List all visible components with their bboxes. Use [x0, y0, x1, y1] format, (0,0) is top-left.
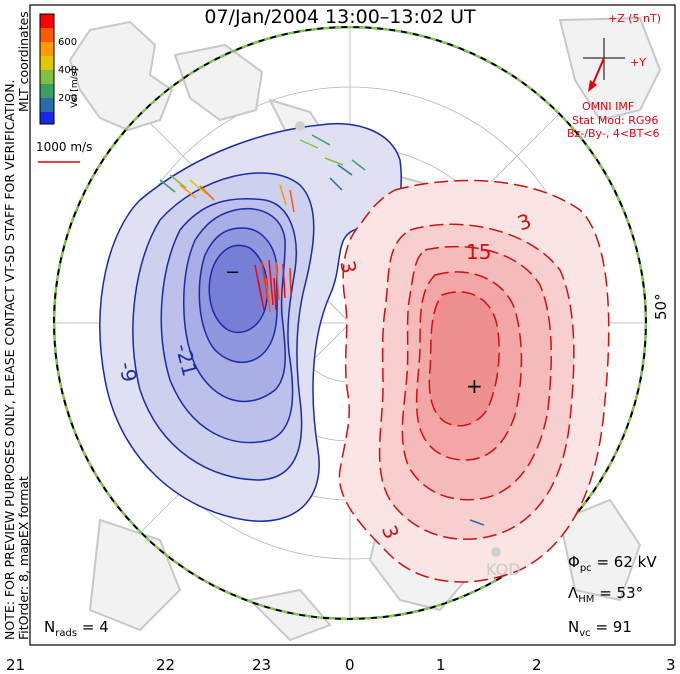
contour-label-pos-15: 15 — [466, 240, 492, 264]
kod-radar-marker — [491, 547, 501, 557]
imf-dial — [583, 38, 625, 92]
colorbar-tick-400: 400 — [58, 65, 78, 76]
latitude-label: 50° — [652, 293, 670, 320]
colorbar-tick-200: 200 — [58, 93, 78, 104]
stat-lambda-hm: ΛHM = 53° — [568, 584, 644, 605]
potential-minimum-marker: − — [225, 262, 241, 283]
mlt-tick-2: 2 — [532, 656, 542, 674]
imf-stat-model-label: Stat Mod: RG96 — [572, 114, 659, 127]
mlt-coordinates-label: MLT coordinates — [16, 11, 31, 112]
imf-condition-label: Bz-/By-, 4<BT<6 — [567, 127, 660, 140]
mlt-tick-22: 22 — [156, 656, 176, 674]
mlt-tick-3: 3 — [666, 656, 676, 674]
stat-phi-pc: Φpc = 62 kV — [568, 553, 657, 574]
hm-boundary-green — [53, 26, 647, 620]
colorbar-tick-600: 600 — [58, 37, 78, 48]
page-title: 07/Jan/2004 13:00–13:02 UT — [204, 6, 476, 28]
kod-station-label: KOD — [486, 560, 521, 579]
contour-label-neg-9: -9 — [114, 360, 142, 384]
imf-axis-z-label: +Z (5 nT) — [608, 12, 662, 25]
mlt-tick-21: 21 — [6, 656, 26, 674]
stat-n-vc: Nvc = 91 — [568, 618, 632, 639]
mlt-tick-1: 1 — [436, 656, 446, 674]
velocity-vectors — [159, 134, 485, 526]
preview-note: NOTE: FOR PREVIEW PURPOSES ONLY, PLEASE … — [2, 79, 17, 640]
radar-site-marker — [295, 121, 305, 131]
reference-vector-label: 1000 m/s — [36, 140, 93, 154]
stat-n-rads: Nrads = 4 — [44, 618, 109, 639]
imf-axis-y-label: +Y — [630, 56, 646, 69]
potential-maximum-marker: + — [466, 374, 483, 398]
negative-potential-cell — [99, 122, 403, 522]
map-frame — [29, 4, 676, 646]
fit-order-label: FitOrder: 8, mapEX format — [16, 476, 31, 640]
mlt-tick-23: 23 — [252, 656, 272, 674]
imf-source-label: OMNI IMF — [582, 100, 635, 113]
velocity-colorbar — [39, 13, 55, 125]
mlt-tick-0: 0 — [345, 656, 355, 674]
positive-potential-cell — [338, 179, 610, 583]
